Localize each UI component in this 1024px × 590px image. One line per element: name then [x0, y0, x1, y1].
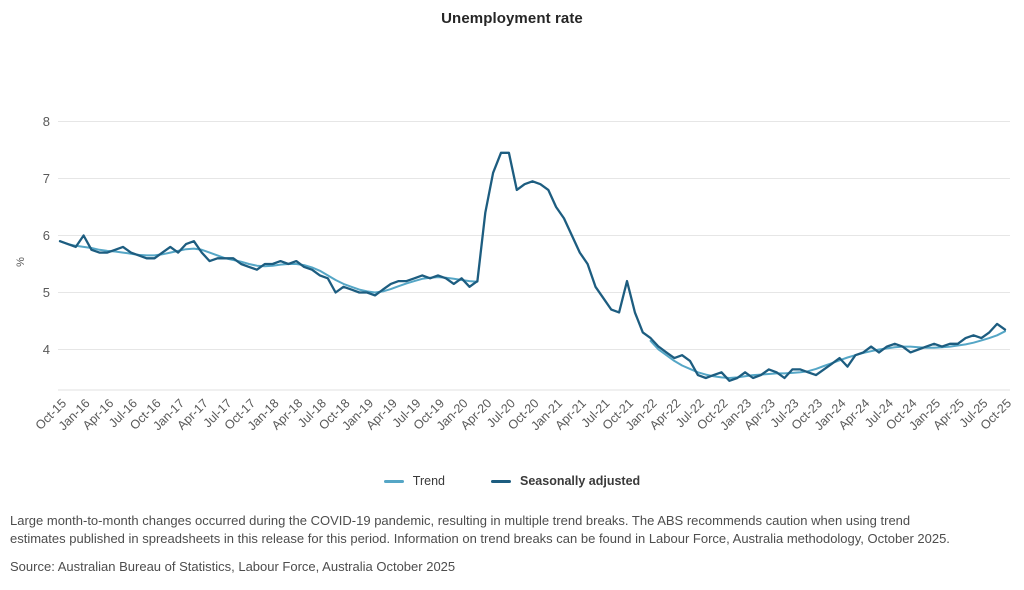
legend-item-seasonally-adjusted[interactable]: Seasonally adjusted [491, 474, 640, 488]
trend-line-swatch-icon [383, 479, 404, 483]
legend-label-seasonally-adjusted: Seasonally adjusted [520, 474, 641, 488]
y-axis-title: % [15, 257, 27, 267]
y-tick-label: 7 [43, 171, 50, 186]
y-tick-label: 4 [43, 342, 50, 357]
y-tick-label: 5 [43, 285, 50, 300]
chart-title: Unemployment rate [441, 10, 583, 27]
y-tick-label: 6 [43, 228, 50, 243]
source-attribution: Source: Australian Bureau of Statistics,… [10, 559, 456, 574]
y-tick-label: 8 [43, 114, 50, 129]
legend-item-trend[interactable]: Trend [383, 474, 445, 488]
trend-break-footnote: Large month-to-month changes occurred du… [10, 513, 950, 546]
chart-plot-area: 45678%Oct-15Jan-16Apr-16Jul-16Oct-16Jan-… [15, 114, 1014, 433]
legend-label-trend: Trend [412, 474, 445, 488]
seasonally-adjusted-line-swatch-icon [491, 479, 511, 483]
chart-legend: Trend Seasonally adjusted [0, 474, 1024, 488]
trend-line [59, 240, 1006, 379]
seasonally-adjusted-line [58, 151, 1007, 382]
